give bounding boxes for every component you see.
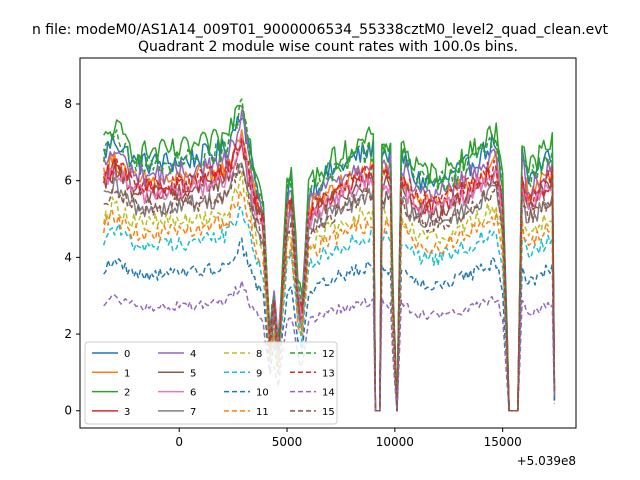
x-tick-label: 0 <box>175 435 183 449</box>
plot-frame <box>79 57 577 429</box>
y-tick-label: 2 <box>64 327 72 341</box>
x-tick-label: 5000 <box>272 435 303 449</box>
legend-label-8: 8 <box>256 349 262 360</box>
series-line-11 <box>102 190 556 412</box>
x-tick-label: 15000 <box>484 435 522 449</box>
x-axis-offset-label: +5.039e8 <box>517 454 576 468</box>
x-tick-label: 10000 <box>376 435 414 449</box>
y-tick-label: 6 <box>64 174 72 188</box>
series-line-2 <box>103 104 556 412</box>
legend-label-10: 10 <box>256 388 269 399</box>
legend-label-0: 0 <box>124 349 130 360</box>
series-layer <box>102 98 556 412</box>
y-tick-label: 8 <box>64 97 72 111</box>
plot-title: Quadrant 2 module wise count rates with … <box>138 39 518 55</box>
series-line-12 <box>102 98 556 412</box>
legend-label-12: 12 <box>322 349 335 360</box>
x-axis-ticks: 0 5000 10000 15000 <box>175 428 522 449</box>
legend-label-7: 7 <box>190 407 196 418</box>
legend-label-11: 11 <box>256 407 269 418</box>
legend-box <box>84 341 338 425</box>
figure-suptitle: n file: modeM0/AS1A14_009T01_9000006534_… <box>32 22 609 38</box>
axes: 0 5000 10000 15000 0 2 4 6 8 +5.039e8 <box>64 57 577 468</box>
y-tick-label: 0 <box>64 404 72 418</box>
legend-label-15: 15 <box>322 407 335 418</box>
legend-label-9: 9 <box>256 368 262 379</box>
legend-label-1: 1 <box>124 368 130 379</box>
series-line-8 <box>102 171 556 412</box>
series-line-7 <box>103 162 556 412</box>
legend-label-14: 14 <box>322 388 335 399</box>
series-line-10 <box>103 237 556 412</box>
legend-label-4: 4 <box>190 349 196 360</box>
series-line-15 <box>103 161 556 412</box>
legend-label-13: 13 <box>322 368 335 379</box>
series-line-13 <box>102 137 556 412</box>
series-line-9 <box>102 206 556 412</box>
legend-label-6: 6 <box>190 388 196 399</box>
legend-label-2: 2 <box>124 388 130 399</box>
y-axis-ticks: 0 2 4 6 8 <box>64 97 80 418</box>
series-line-14 <box>103 279 556 412</box>
y-tick-label: 4 <box>64 250 72 264</box>
legend-label-5: 5 <box>190 368 196 379</box>
legend-label-3: 3 <box>124 407 130 418</box>
series-line-6 <box>103 133 556 412</box>
